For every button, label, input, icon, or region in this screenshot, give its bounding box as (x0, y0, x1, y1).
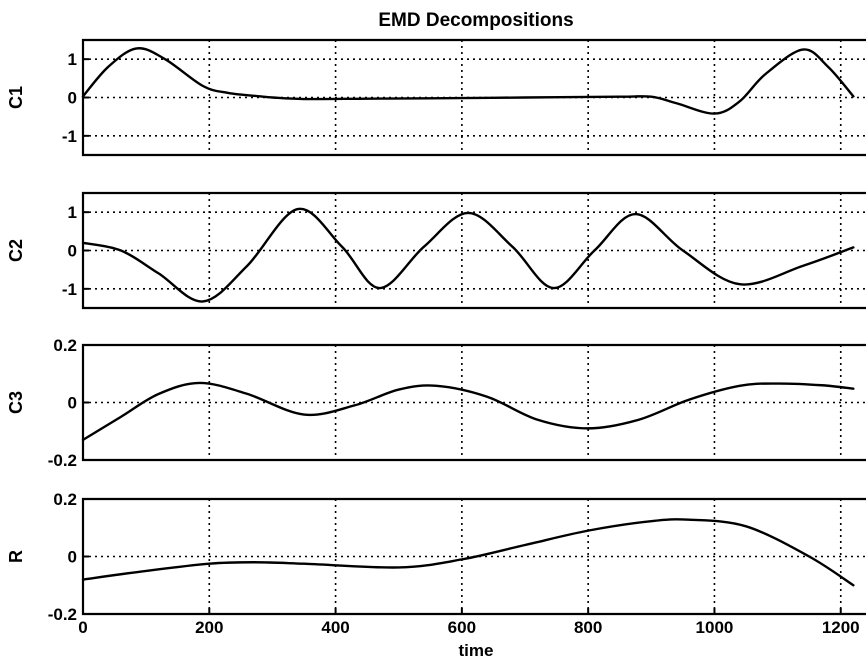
y-tick-label: 0 (68, 394, 77, 413)
y-tick-label: 0.2 (53, 490, 77, 509)
x-tick-label: 800 (574, 618, 602, 637)
series-line-c2 (81, 207, 855, 303)
y-axis-label: R (6, 550, 26, 563)
panel-c1: 1 0 -1 C1 (6, 38, 866, 157)
x-axis-label: time (459, 641, 494, 660)
y-tick-label: -0.2 (48, 605, 77, 624)
x-tick-label: 1000 (696, 618, 734, 637)
y-tick-label: -1 (62, 280, 77, 299)
y-tick-label: 1 (68, 203, 77, 222)
panels: 1 0 -1 C1 1 0 -1 C2 0.2 0 -0.2 C3 0.2 0 -0.2 R (6, 38, 866, 624)
series-line-c3 (81, 381, 855, 442)
chart-title: EMD Decompositions (378, 10, 573, 31)
y-tick-label: -0.2 (48, 451, 77, 470)
x-tick-label: 1200 (822, 618, 860, 637)
x-tick-label: 0 (78, 618, 87, 637)
y-tick-label: 0 (68, 242, 77, 261)
y-tick-label: 1 (68, 50, 77, 69)
x-tick-labels: 0 200 400 600 800 1000 1200 (78, 608, 860, 637)
y-tick-label: 0 (68, 89, 77, 108)
y-tick-label: -1 (62, 127, 77, 146)
panel-r: 0.2 0 -0.2 R (6, 490, 866, 624)
y-tick-label: 0.2 (53, 336, 77, 355)
y-axis-label: C1 (6, 86, 26, 109)
panel-c2: 1 0 -1 C2 (6, 191, 866, 310)
y-axis-label: C2 (6, 239, 26, 262)
x-tick-label: 400 (321, 618, 349, 637)
series-line-r (81, 518, 855, 587)
panel-c3: 0.2 0 -0.2 C3 (6, 336, 866, 470)
x-tick-label: 600 (448, 618, 476, 637)
series-line-c1 (81, 47, 855, 115)
y-tick-label: 0 (68, 548, 77, 567)
y-axis-label: C3 (6, 391, 26, 414)
x-tick-label: 200 (195, 618, 223, 637)
